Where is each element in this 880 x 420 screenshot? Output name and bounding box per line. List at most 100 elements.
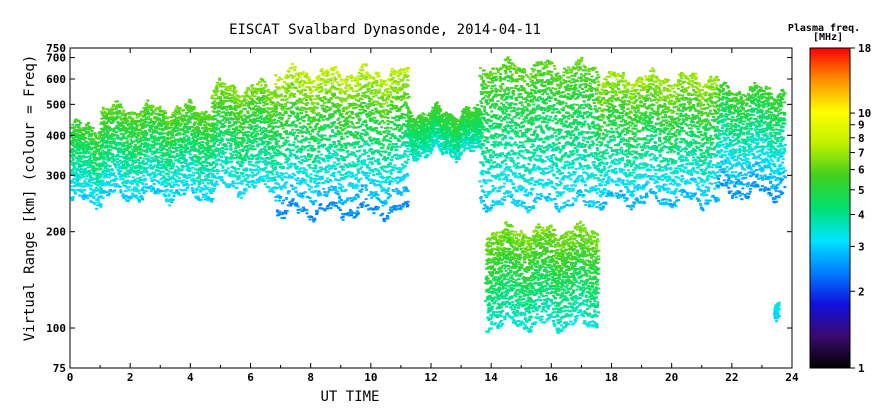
data-point (98, 204, 102, 207)
data-point (322, 157, 325, 160)
data-point (85, 124, 89, 126)
data-point (154, 120, 158, 123)
data-point (244, 120, 248, 123)
data-point (114, 175, 117, 178)
data-point (176, 123, 180, 125)
data-point (223, 182, 226, 184)
data-point (288, 144, 292, 147)
data-point (312, 220, 316, 223)
data-point (120, 106, 124, 109)
data-point (276, 126, 280, 129)
data-point (327, 124, 331, 127)
data-point (110, 184, 114, 187)
data-point (168, 147, 171, 150)
data-point (212, 123, 216, 126)
data-point (335, 96, 339, 99)
data-point (285, 119, 289, 122)
data-point (305, 96, 309, 99)
data-point (275, 187, 279, 190)
data-point (211, 160, 215, 163)
data-point (272, 191, 276, 194)
data-point (166, 134, 170, 137)
data-point (271, 179, 275, 182)
data-point (96, 178, 99, 181)
data-point (329, 79, 333, 82)
data-point (179, 188, 183, 191)
data-point (112, 142, 116, 145)
data-point (237, 175, 241, 178)
data-point (120, 143, 123, 146)
data-point (154, 108, 158, 111)
data-point (238, 149, 242, 152)
data-point (122, 163, 126, 166)
data-point (250, 126, 254, 129)
data-point (223, 116, 226, 119)
data-point (238, 124, 242, 127)
data-point (116, 111, 120, 114)
data-point (303, 75, 307, 78)
data-point (278, 76, 282, 79)
data-point (162, 112, 166, 115)
data-point (173, 178, 177, 181)
data-point (296, 108, 300, 111)
data-point (277, 150, 280, 153)
data-point (193, 182, 197, 185)
data-point (240, 180, 244, 183)
data-point (243, 95, 247, 98)
data-point (125, 189, 129, 192)
data-point (83, 164, 87, 167)
data-point (136, 141, 140, 144)
data-point (197, 185, 201, 188)
data-point (302, 94, 306, 96)
data-point (335, 71, 339, 74)
data-point (157, 182, 161, 185)
data-point (261, 179, 265, 181)
data-point (246, 148, 250, 151)
data-point (293, 153, 297, 156)
data-point (317, 86, 321, 89)
data-point (81, 147, 85, 150)
data-point (221, 115, 225, 118)
data-point (305, 138, 309, 140)
data-point (150, 124, 154, 127)
data-point (306, 94, 310, 97)
data-point (119, 103, 123, 106)
data-point (176, 184, 180, 187)
data-point (164, 126, 168, 128)
data-point (263, 183, 267, 186)
data-point (146, 167, 150, 169)
data-point (112, 129, 116, 132)
data-point (91, 181, 95, 184)
data-point (182, 137, 186, 140)
data-point (280, 108, 284, 111)
data-point (123, 159, 127, 162)
data-point (224, 143, 228, 146)
data-point (294, 145, 298, 148)
data-point (141, 182, 145, 185)
data-point (288, 201, 292, 204)
data-point (246, 120, 250, 123)
data-point (331, 129, 335, 132)
data-point (165, 178, 169, 181)
data-point (263, 81, 267, 84)
data-point (101, 138, 105, 141)
data-point (134, 187, 138, 189)
data-point (251, 145, 255, 148)
data-point (149, 173, 153, 176)
data-point (133, 181, 137, 184)
data-point (206, 142, 210, 145)
data-point (81, 173, 85, 176)
data-point (277, 86, 281, 89)
data-point (170, 131, 174, 134)
data-point (157, 138, 161, 140)
data-point (207, 117, 211, 120)
data-point (139, 157, 143, 159)
data-point (332, 149, 336, 152)
data-point (338, 140, 342, 143)
data-point (244, 102, 248, 105)
data-point (90, 137, 94, 140)
data-point (328, 147, 332, 150)
data-point (297, 160, 301, 163)
data-point (101, 128, 105, 131)
data-point (111, 190, 115, 193)
